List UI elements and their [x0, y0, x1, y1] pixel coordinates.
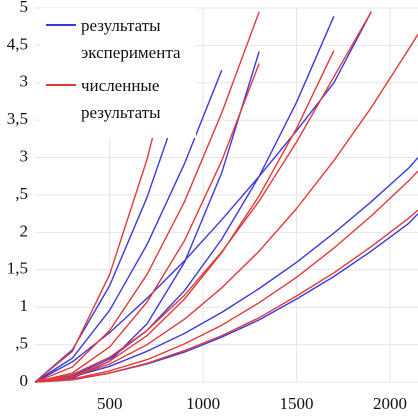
y-tick-label: ,5 — [15, 184, 28, 203]
y-tick-label: 0 — [20, 371, 29, 390]
data-line — [35, 11, 260, 383]
x-tick-label: 500 — [97, 394, 123, 413]
y-tick-label: 1 — [20, 296, 29, 315]
x-tick-label: 1500 — [280, 394, 314, 413]
y-tick-label: 3 — [20, 72, 29, 91]
data-line — [35, 69, 223, 383]
data-line — [35, 50, 335, 383]
data-line — [35, 170, 418, 383]
x-tick-label: 1000 — [186, 394, 220, 413]
legend-label: результаты эксперимента — [81, 16, 181, 62]
y-tick-label: 2 — [20, 221, 29, 240]
data-line — [35, 11, 372, 383]
data-line — [35, 157, 418, 383]
data-line — [35, 209, 418, 383]
legend-label: численные результаты — [81, 76, 161, 122]
x-tick-label: 2000 — [373, 394, 407, 413]
legend-swatch — [46, 84, 76, 86]
y-tick-label: 3,5 — [7, 109, 28, 128]
y-tick-label: 4,5 — [7, 34, 28, 53]
legend: результаты эксперимента численные результ… — [40, 8, 196, 138]
data-line — [35, 15, 335, 383]
y-tick-label: 3 — [20, 147, 29, 166]
data-line — [35, 33, 418, 383]
tick-labels: 0 ,5 1 1,5 2 ,5 3 3,5 3 4,5 5 500 1000 1500 2000 — [7, 0, 407, 413]
legend-item: результаты эксперимента — [46, 12, 196, 66]
y-tick-label: ,5 — [15, 334, 28, 353]
data-line — [35, 213, 418, 383]
legend-item: численные результаты — [46, 72, 196, 126]
y-tick-label: 5 — [20, 0, 29, 16]
data-line — [35, 11, 372, 383]
y-tick-label: 1,5 — [7, 259, 28, 278]
data-line — [35, 88, 186, 383]
legend-swatch — [46, 24, 76, 26]
data-line — [35, 63, 260, 383]
